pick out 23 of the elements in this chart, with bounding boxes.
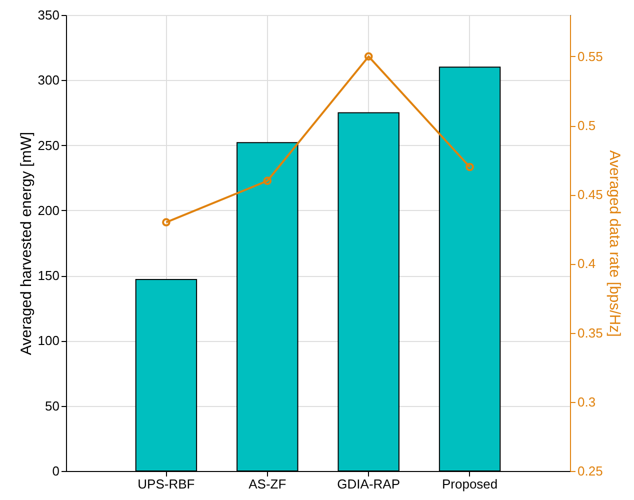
y-axis-title: Averaged harvested energy [mW] (18, 132, 35, 356)
y2-tick-label: 0.45 (578, 187, 603, 202)
x-tick-label: UPS-RBF (138, 476, 195, 492)
y2-tick-label: 0.55 (578, 48, 603, 64)
y2-tick-label: 0.3 (578, 394, 596, 410)
y2-tick-label: 0.25 (578, 464, 603, 478)
y-tick-label: 200 (38, 202, 60, 218)
y-tick-label: 350 (38, 8, 60, 22)
y-tick-label: 100 (38, 333, 60, 348)
y-tick-label: 50 (45, 398, 60, 414)
y2-tick-label: 0.4 (578, 256, 596, 272)
y2-axis-title: Averaged data rate [bps/Hz] (606, 150, 623, 337)
x-tick-label: GDIA-RAP (337, 476, 400, 492)
x-tick-label: Proposed (442, 476, 498, 492)
y-tick-label: 0 (52, 464, 60, 478)
point (263, 176, 272, 185)
y-tick-label: 250 (38, 138, 60, 153)
x-tick-label: AS-ZF (248, 476, 286, 492)
y-tick-label: 150 (38, 268, 60, 284)
y-tick-label: 300 (38, 72, 60, 88)
point (364, 52, 373, 61)
y2-tick-label: 0.5 (578, 118, 596, 134)
y2-tick-label: 0.35 (578, 325, 603, 340)
